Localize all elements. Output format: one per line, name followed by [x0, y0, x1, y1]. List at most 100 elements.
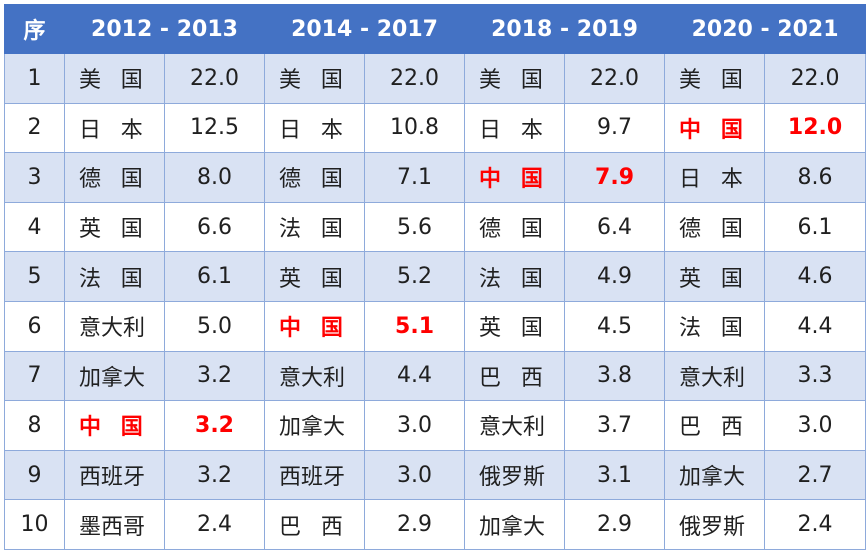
- country-cell: 俄罗斯: [664, 499, 766, 550]
- rank-cell: 3: [4, 152, 65, 203]
- rank-cell: 6: [4, 300, 65, 352]
- value-cell: 3.2: [163, 400, 266, 451]
- value-cell: 3.7: [564, 400, 666, 451]
- table-row: 7 加拿大 3.2 意大利 4.4 巴西 3.8 意大利 3.3: [4, 350, 867, 402]
- rank-cell: 4: [4, 201, 65, 253]
- value-cell: 5.6: [364, 201, 466, 253]
- country-cell: 英国: [464, 300, 566, 352]
- country-cell: 美国: [264, 53, 366, 104]
- value-cell: 4.4: [764, 300, 867, 352]
- country-cell: 法国: [64, 251, 165, 302]
- country-cell: 美国: [64, 53, 165, 104]
- value-cell: 22.0: [163, 53, 266, 104]
- value-cell: 2.4: [764, 499, 867, 550]
- value-cell: 9.7: [564, 102, 666, 154]
- country-cell: 中国: [664, 102, 766, 154]
- rank-cell: 7: [4, 350, 65, 402]
- table-row: 4 英国 6.6 法国 5.6 德国 6.4 德国 6.1: [4, 201, 867, 253]
- country-cell: 德国: [664, 201, 766, 253]
- value-cell: 22.0: [564, 53, 666, 104]
- country-cell: 加拿大: [664, 449, 766, 501]
- value-cell: 6.6: [163, 201, 266, 253]
- table-row: 9 西班牙 3.2 西班牙 3.0 俄罗斯 3.1 加拿大 2.7: [4, 449, 867, 501]
- country-cell: 意大利: [464, 400, 566, 451]
- value-cell: 3.0: [364, 400, 466, 451]
- header-period: 2018 - 2019: [464, 4, 666, 54]
- header-seq: 序: [4, 4, 65, 54]
- table-row: 8 中国 3.2 加拿大 3.0 意大利 3.7 巴西 3.0: [4, 400, 867, 451]
- value-cell: 7.1: [364, 152, 466, 203]
- ranking-table: 序 2012 - 2013 2014 - 2017 2018 - 2019 20…: [4, 4, 867, 550]
- ranking-table-container: 序 2012 - 2013 2014 - 2017 2018 - 2019 20…: [4, 4, 867, 550]
- value-cell: 3.8: [564, 350, 666, 402]
- country-cell: 巴西: [264, 499, 366, 550]
- country-cell: 中国: [464, 152, 566, 203]
- value-cell: 2.9: [564, 499, 666, 550]
- value-cell: 6.1: [163, 251, 266, 302]
- country-cell: 意大利: [264, 350, 366, 402]
- value-cell: 4.4: [364, 350, 466, 402]
- value-cell: 2.9: [364, 499, 466, 550]
- country-cell: 巴西: [664, 400, 766, 451]
- country-cell: 德国: [464, 201, 566, 253]
- table-header: 序 2012 - 2013 2014 - 2017 2018 - 2019 20…: [4, 4, 867, 54]
- country-cell: 俄罗斯: [464, 449, 566, 501]
- value-cell: 10.8: [364, 102, 466, 154]
- value-cell: 3.3: [764, 350, 867, 402]
- table-row: 3 德国 8.0 德国 7.1 中国 7.9 日本 8.6: [4, 152, 867, 203]
- country-cell: 英国: [664, 251, 766, 302]
- value-cell: 5.0: [163, 300, 266, 352]
- country-cell: 中国: [264, 300, 366, 352]
- country-cell: 英国: [264, 251, 366, 302]
- country-cell: 法国: [664, 300, 766, 352]
- rank-cell: 10: [4, 499, 65, 550]
- country-cell: 西班牙: [64, 449, 165, 501]
- table-row: 5 法国 6.1 英国 5.2 法国 4.9 英国 4.6: [4, 251, 867, 302]
- country-cell: 加拿大: [464, 499, 566, 550]
- country-cell: 德国: [64, 152, 165, 203]
- country-cell: 日本: [64, 102, 165, 154]
- country-cell: 墨西哥: [64, 499, 165, 550]
- value-cell: 3.2: [163, 350, 266, 402]
- value-cell: 4.9: [564, 251, 666, 302]
- value-cell: 8.6: [764, 152, 867, 203]
- country-cell: 西班牙: [264, 449, 366, 501]
- value-cell: 6.4: [564, 201, 666, 253]
- value-cell: 4.5: [564, 300, 666, 352]
- value-cell: 3.2: [163, 449, 266, 501]
- value-cell: 5.1: [364, 300, 466, 352]
- rank-cell: 5: [4, 251, 65, 302]
- value-cell: 3.1: [564, 449, 666, 501]
- header-period: 2020 - 2021: [664, 4, 867, 54]
- table-row: 6 意大利 5.0 中国 5.1 英国 4.5 法国 4.4: [4, 300, 867, 352]
- country-cell: 美国: [664, 53, 766, 104]
- country-cell: 日本: [664, 152, 766, 203]
- value-cell: 2.4: [163, 499, 266, 550]
- table-body: 1 美国 22.0 美国 22.0 美国 22.0 美国 22.0 2 日本 12.5 日本 10.8 日本…: [4, 53, 867, 550]
- country-cell: 美国: [464, 53, 566, 104]
- country-cell: 巴西: [464, 350, 566, 402]
- value-cell: 22.0: [764, 53, 867, 104]
- country-cell: 意大利: [64, 300, 165, 352]
- table-row: 10 墨西哥 2.4 巴西 2.9 加拿大 2.9 俄罗斯 2.4: [4, 499, 867, 550]
- value-cell: 12.5: [163, 102, 266, 154]
- table-row: 2 日本 12.5 日本 10.8 日本 9.7 中国 12.0: [4, 102, 867, 154]
- value-cell: 2.7: [764, 449, 867, 501]
- country-cell: 法国: [264, 201, 366, 253]
- value-cell: 3.0: [364, 449, 466, 501]
- rank-cell: 2: [4, 102, 65, 154]
- country-cell: 中国: [64, 400, 165, 451]
- country-cell: 加拿大: [64, 350, 165, 402]
- country-cell: 法国: [464, 251, 566, 302]
- value-cell: 12.0: [764, 102, 867, 154]
- value-cell: 5.2: [364, 251, 466, 302]
- country-cell: 英国: [64, 201, 165, 253]
- value-cell: 3.0: [764, 400, 867, 451]
- header-period: 2014 - 2017: [264, 4, 466, 54]
- value-cell: 7.9: [564, 152, 666, 203]
- value-cell: 8.0: [163, 152, 266, 203]
- country-cell: 意大利: [664, 350, 766, 402]
- value-cell: 4.6: [764, 251, 867, 302]
- rank-cell: 1: [4, 53, 65, 104]
- country-cell: 加拿大: [264, 400, 366, 451]
